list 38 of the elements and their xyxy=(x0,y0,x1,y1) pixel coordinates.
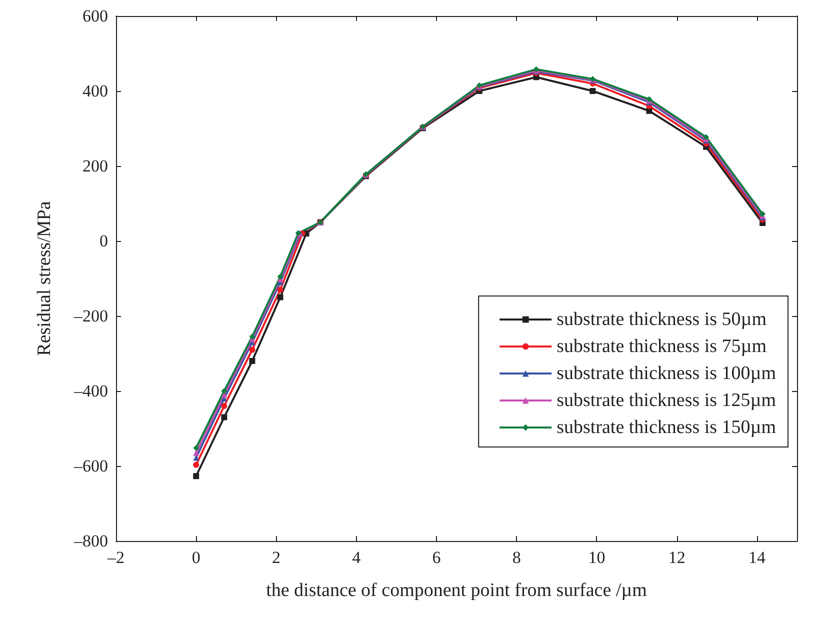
legend-label: substrate thickness is 75µm xyxy=(556,336,767,357)
y-tick-label: –200 xyxy=(73,306,108,326)
point xyxy=(277,286,284,293)
point xyxy=(221,388,228,394)
x-tick-label: 0 xyxy=(192,548,200,567)
legend-label: substrate thickness is 50µm xyxy=(556,309,767,330)
x-axis-title: the distance of component point from surface /µm xyxy=(266,580,648,601)
x-tick-label: 12 xyxy=(668,548,686,567)
point xyxy=(646,108,652,114)
x-tick-label: 10 xyxy=(588,548,606,567)
x-tick-label: 6 xyxy=(432,548,441,567)
legend-label: substrate thickness is 150µm xyxy=(556,417,776,438)
y-tick-label: 400 xyxy=(82,82,108,100)
point xyxy=(193,473,200,480)
point xyxy=(590,88,596,94)
point xyxy=(193,462,200,468)
legend-label: substrate thickness is 100µm xyxy=(556,363,776,384)
y-tick-label: –400 xyxy=(73,382,108,400)
y-tick-label: 200 xyxy=(82,156,108,176)
x-tick-label: 14 xyxy=(748,548,766,567)
x-tick-label: 8 xyxy=(512,548,521,567)
y-tick-label: –600 xyxy=(73,456,108,476)
x-tick-label: –2 xyxy=(106,548,124,567)
point xyxy=(193,445,200,451)
point xyxy=(221,403,228,409)
y-tick-label: 600 xyxy=(82,6,108,26)
x-tick-label: 2 xyxy=(272,548,280,567)
y-tick-label: 0 xyxy=(100,232,108,250)
point xyxy=(249,346,256,353)
legend-label: substrate thickness is 125µm xyxy=(556,390,776,411)
point xyxy=(249,358,256,364)
point xyxy=(277,274,284,280)
point xyxy=(249,334,256,340)
point xyxy=(277,294,284,300)
point xyxy=(221,414,228,420)
x-tick-label: 4 xyxy=(352,548,362,567)
y-axis-title: Residual stress/MPa xyxy=(34,200,55,356)
y-tick-label: –800 xyxy=(73,532,108,550)
